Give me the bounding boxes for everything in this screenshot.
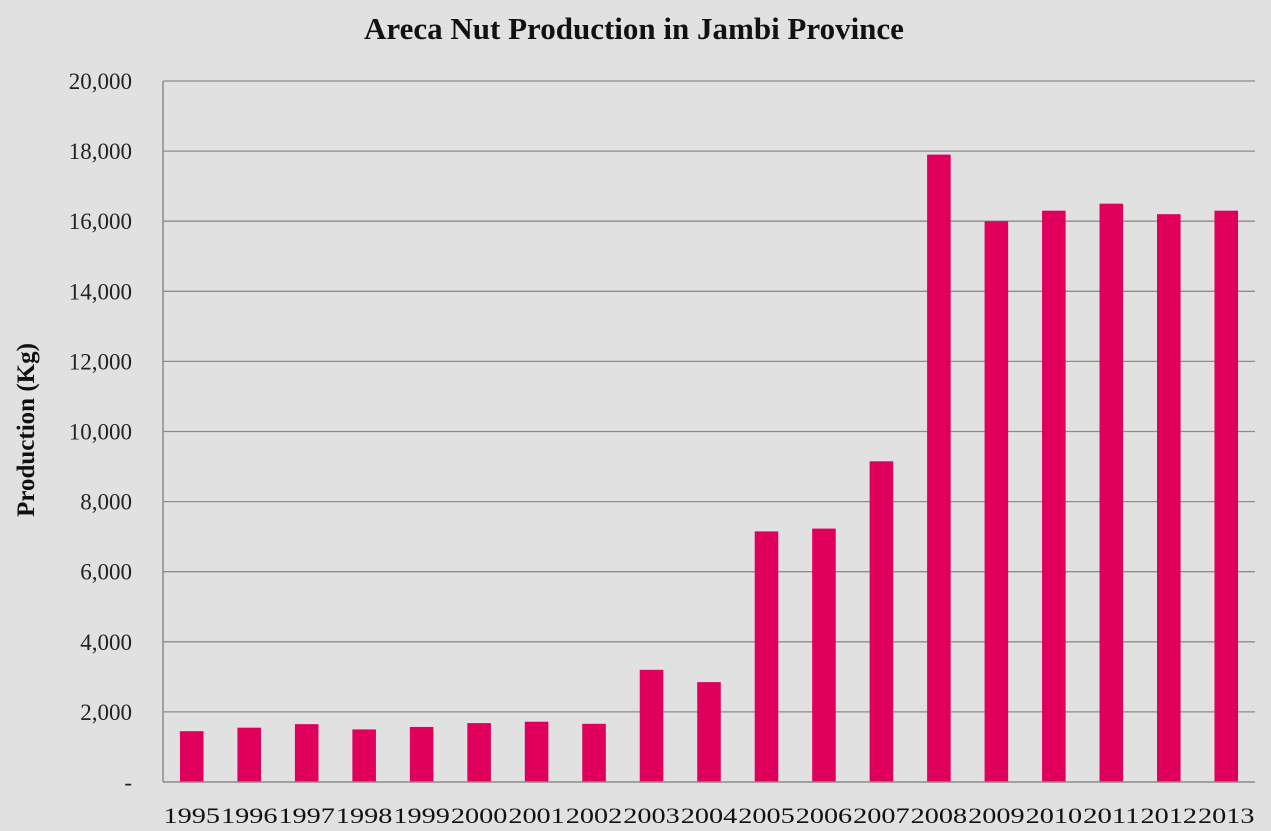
x-tick-label: 2007 [853,803,909,828]
x-tick-label: 2003 [623,803,679,828]
y-axis-ticks: - 2,000 4,000 6,000 8,000 10,000 12,000 14,000 1… [69,69,132,795]
bar-2009 [984,221,1009,782]
y-tick-label: 4,000 [80,630,132,655]
y-axis-label: Production (Kg) [13,343,40,517]
bars [179,154,1239,783]
x-tick-label: 2005 [738,803,794,828]
bar-1997 [294,724,319,782]
bar-1996 [237,727,261,782]
chart-title: Areca Nut Production in Jambi Province [364,11,904,46]
x-tick-label: 1999 [393,803,449,828]
x-tick-label: 1996 [221,803,277,828]
bar-2013 [1214,210,1239,782]
x-tick-label: 2009 [968,803,1024,828]
x-tick-label: 2013 [1198,803,1254,828]
y-tick-label: 6,000 [80,560,132,585]
x-tick-label: 2011 [1083,803,1139,828]
x-tick-label: 1998 [336,803,392,828]
bar-2005 [754,531,779,782]
bar-1998 [352,729,376,782]
x-tick-label: 1997 [278,803,334,828]
x-tick-label: 2010 [1026,803,1082,828]
bar-2011 [1099,203,1124,783]
x-tick-label: 2006 [796,803,852,828]
bar-2004 [697,682,721,782]
x-axis-ticks: 1995 1996 1997 1998 1999 2000 2001 2002 2003 2004… [164,803,1255,828]
bar-2000 [467,723,491,782]
x-tick-label: 2001 [508,803,564,828]
y-tick-label: 16,000 [69,209,132,234]
bar-2012 [1157,214,1181,782]
bar-2008 [927,154,951,783]
y-tick-label: 20,000 [69,69,132,94]
y-tick-label: 2,000 [80,700,132,725]
bar-2002 [582,723,606,782]
bar-2007 [869,461,894,782]
y-tick-label: 18,000 [69,139,132,164]
y-tick-label: 8,000 [80,490,132,515]
x-tick-label: 2002 [566,803,622,828]
bar-2010 [1042,210,1066,782]
bar-1995 [179,731,204,782]
x-tick-label: 2012 [1141,803,1197,828]
bar-2001 [524,721,549,782]
y-tick-label: - [124,770,132,795]
y-tick-label: 12,000 [69,349,132,374]
bar-2006 [812,528,836,782]
y-tick-label: 10,000 [69,420,132,445]
y-tick-label: 14,000 [69,279,132,304]
x-tick-label: 2004 [681,803,737,828]
bar-2003 [639,669,664,782]
gridlines [163,80,1255,713]
bar-1999 [409,726,434,782]
x-tick-label: 2000 [451,803,507,828]
x-tick-label: 1995 [164,803,220,828]
x-tick-label: 2008 [911,803,967,828]
